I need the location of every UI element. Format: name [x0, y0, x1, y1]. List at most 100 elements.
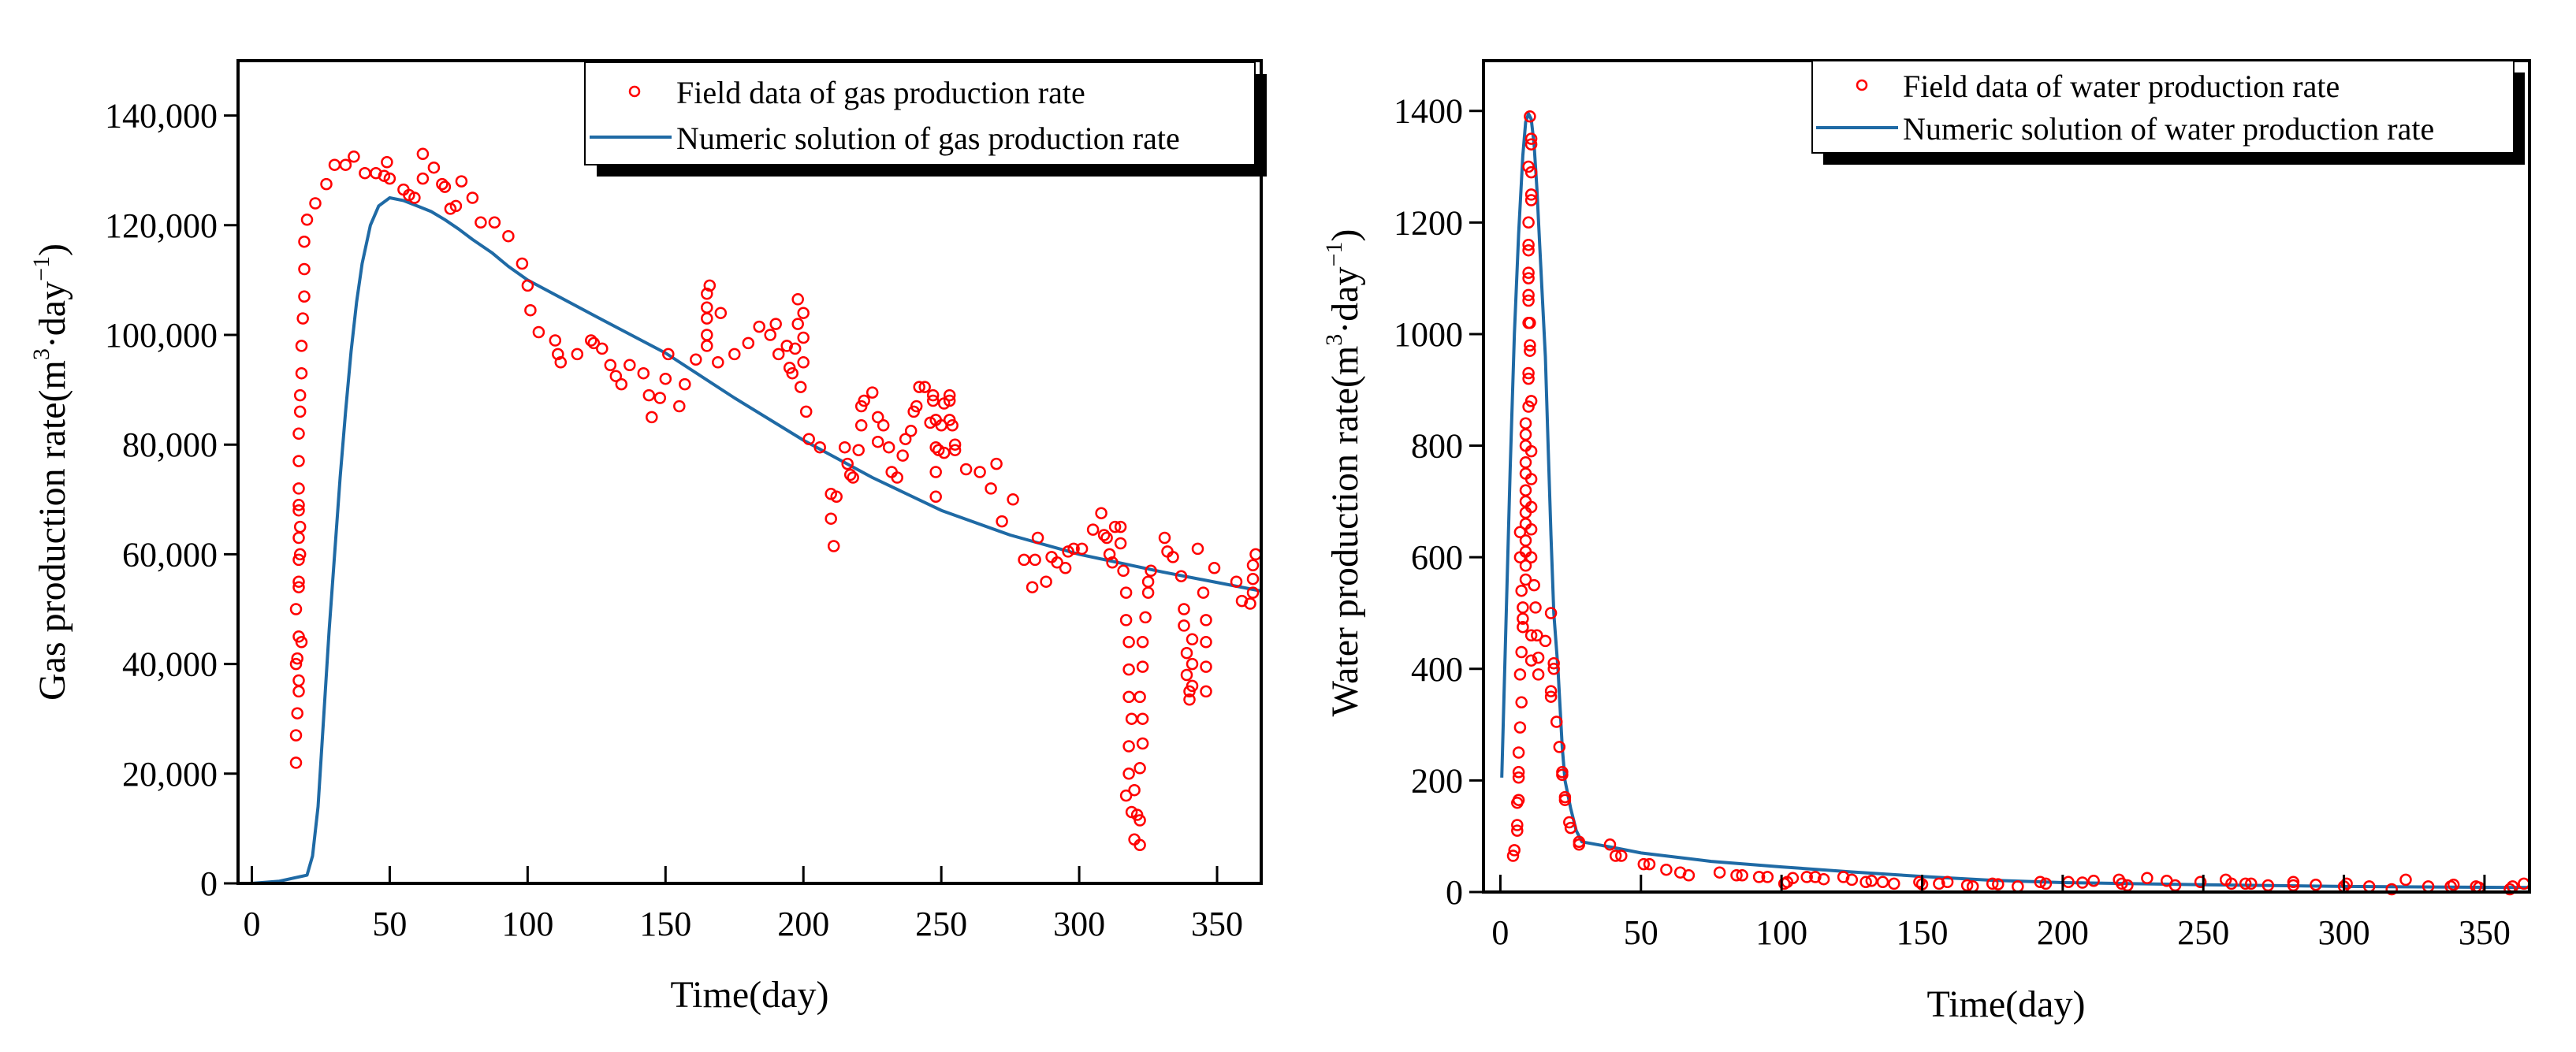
y-tick-label: 40,000 — [122, 645, 218, 684]
field-data-point — [996, 515, 1008, 528]
field-data-point — [1186, 679, 1199, 693]
field-data-point — [712, 356, 724, 369]
field-data-point — [1029, 553, 1041, 567]
field-data-point — [1200, 614, 1212, 626]
field-data-point — [292, 581, 305, 593]
field-data-point — [293, 548, 307, 561]
field-data-point — [1122, 768, 1135, 780]
field-data-point — [1100, 531, 1113, 545]
legend-label-numeric-solution: Numeric solution of gas production rate — [676, 121, 1180, 156]
legend-box — [584, 61, 1256, 165]
y-tick-label: 1000 — [1394, 315, 1463, 354]
field-data-point — [1539, 634, 1552, 648]
field-data-point — [1106, 556, 1119, 569]
field-data-point — [701, 340, 713, 352]
field-data-point — [2399, 873, 2412, 887]
field-data-point — [438, 180, 452, 193]
field-data-point — [1119, 614, 1133, 626]
field-data-point — [587, 336, 601, 350]
field-data-point — [516, 257, 529, 270]
field-data-point — [1114, 520, 1127, 533]
field-data-point — [571, 348, 584, 361]
field-data-point — [289, 756, 303, 769]
field-data-point — [1122, 740, 1135, 753]
field-data-point — [585, 334, 597, 347]
field-data-point — [2141, 872, 2153, 885]
field-data-point — [416, 172, 430, 185]
field-data-point — [1660, 863, 1673, 876]
field-data-point — [298, 290, 311, 303]
field-data-point — [1817, 872, 1830, 886]
field-data-point — [1246, 559, 1260, 572]
field-data-point — [838, 441, 851, 454]
field-data-point — [813, 441, 826, 454]
field-data-point — [1888, 877, 1900, 890]
field-data-point — [1524, 194, 1538, 206]
field-data-point — [291, 652, 303, 665]
y-tick-label: 100,000 — [105, 316, 218, 355]
field-data-point — [662, 348, 675, 361]
field-data-point — [904, 425, 918, 437]
field-data-point — [1200, 660, 1212, 673]
field-data-point — [292, 455, 305, 467]
field-data-point — [1876, 875, 1889, 889]
legend-label-field-data: Field data of water production rate — [1903, 69, 2340, 104]
field-data-point — [772, 348, 785, 361]
field-data-point — [1615, 849, 1628, 862]
field-data-point — [690, 353, 702, 366]
field-data-point — [802, 433, 815, 445]
field-data-point — [1125, 712, 1138, 725]
field-data-point — [1180, 668, 1193, 682]
field-data-point — [609, 370, 623, 382]
field-data-point — [1139, 611, 1152, 624]
field-data-point — [1235, 594, 1249, 608]
field-data-point — [1075, 542, 1089, 556]
field-data-point — [309, 197, 322, 210]
field-data-point — [554, 356, 568, 369]
field-data-point — [1550, 716, 1563, 728]
field-data-point — [1134, 690, 1146, 704]
field-data-point — [2039, 877, 2053, 890]
field-data-point — [1517, 620, 1529, 634]
legend: Field data of water production rate Nume… — [1811, 60, 2525, 165]
y-tick-label: 0 — [1446, 873, 1463, 912]
field-data-point — [2447, 879, 2460, 891]
field-data-point — [1178, 619, 1190, 632]
field-data-point — [1524, 654, 1538, 667]
field-data-point — [1134, 838, 1146, 852]
field-data-point — [1761, 871, 1774, 883]
field-data-point — [1524, 395, 1538, 407]
field-data-point — [1522, 266, 1535, 279]
field-data-point — [973, 466, 986, 478]
field-data-point — [769, 318, 782, 330]
field-data-point — [1553, 741, 1566, 753]
field-data-point — [1643, 857, 1656, 871]
field-data-point — [1506, 849, 1520, 862]
field-data-point — [1246, 572, 1260, 585]
field-data-point — [959, 463, 973, 476]
field-data-point — [1531, 629, 1543, 642]
field-data-point — [1558, 794, 1572, 806]
field-data-point — [1178, 603, 1190, 615]
x-tick-label: 50 — [1624, 913, 1658, 952]
x-tick-label: 150 — [639, 905, 691, 943]
field-data-point — [1524, 339, 1536, 351]
field-data-point — [1513, 721, 1527, 734]
field-data-point — [943, 394, 956, 407]
field-data-point — [524, 303, 537, 317]
field-data-point — [1200, 685, 1212, 698]
field-data-point — [1609, 849, 1622, 862]
field-data-point — [910, 400, 923, 413]
field-data-point — [1517, 601, 1529, 614]
field-data-point — [1524, 523, 1538, 536]
field-data-point — [1522, 288, 1535, 302]
field-data-point — [1167, 551, 1179, 563]
field-data-point — [788, 342, 802, 355]
field-data-point — [701, 288, 713, 300]
field-data-point — [1067, 542, 1080, 556]
field-data-point — [532, 325, 545, 339]
field-data-point — [1051, 556, 1063, 569]
field-data-point — [292, 531, 305, 545]
field-data-point — [292, 504, 305, 517]
field-data-point — [293, 388, 307, 402]
